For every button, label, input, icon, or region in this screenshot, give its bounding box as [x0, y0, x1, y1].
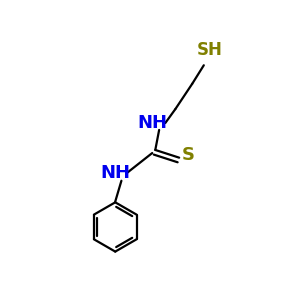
- Text: S: S: [182, 146, 195, 164]
- Text: NH: NH: [137, 114, 167, 132]
- Text: NH: NH: [100, 164, 130, 182]
- Text: SH: SH: [196, 41, 222, 59]
